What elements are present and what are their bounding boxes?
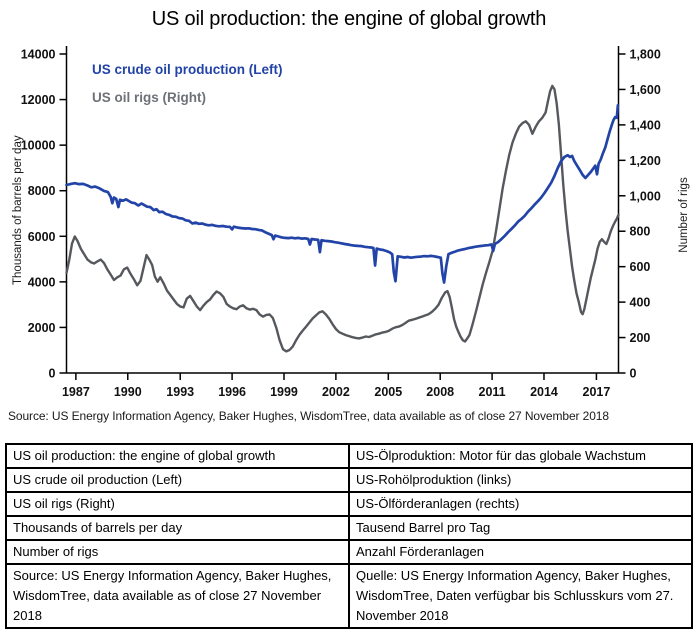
table-cell-en: Thousands of barrels per day [5, 515, 350, 541]
right-axis-tick-label: 1,800 [630, 48, 661, 62]
left-axis-tick-label: 2000 [28, 321, 56, 335]
table-row: US oil production: the engine of global … [5, 443, 693, 469]
x-axis-tick-label: 1993 [166, 385, 194, 399]
table-cell-en: US oil production: the engine of global … [5, 443, 350, 469]
legend-crude-oil-production: US crude oil production (Left) [92, 62, 283, 77]
left-axis-tick-label: 6000 [28, 230, 56, 244]
x-axis-tick-label: 2017 [583, 385, 611, 399]
table-cell-de: US-Ölproduktion: Motor für das globale W… [348, 443, 693, 469]
left-axis-tick-label: 4000 [28, 275, 56, 289]
left-axis-tick-label: 8000 [28, 184, 56, 198]
right-axis-tick-label: 1,400 [630, 118, 661, 132]
x-axis-tick-label: 1996 [218, 385, 246, 399]
table-cell-en: Number of rigs [5, 539, 350, 565]
table-row: Number of rigs Anzahl Förderanlagen [5, 539, 693, 565]
x-axis-tick-label: 2008 [426, 385, 454, 399]
table-cell-en: US crude oil production (Left) [5, 467, 350, 493]
table-row: US crude oil production (Left) US-Rohölp… [5, 467, 693, 493]
right-axis-tick-label: 800 [630, 225, 651, 239]
table-row: US oil rigs (Right) US-Ölförderanlagen (… [5, 491, 693, 517]
left-axis-tick-label: 0 [49, 367, 56, 381]
right-axis-tick-label: 0 [630, 367, 637, 381]
x-axis-tick-label: 2005 [374, 385, 402, 399]
table-row: Source: US Energy Information Agency, Ba… [5, 563, 693, 629]
table-cell-de: Quelle: US Energy Information Agency, Ba… [348, 563, 693, 629]
x-axis-tick-label: 1990 [114, 385, 142, 399]
right-axis-tick-label: 200 [630, 331, 651, 345]
left-axis-tick-label: 10000 [21, 139, 56, 153]
table-row: Thousands of barrels per day Tausend Bar… [5, 515, 693, 541]
right-axis-tick-label: 1,600 [630, 83, 661, 97]
left-axis-tick-label: 12000 [21, 93, 56, 107]
table-cell-de: Tausend Barrel pro Tag [348, 515, 693, 541]
table-cell-de: US-Rohölproduktion (links) [348, 467, 693, 493]
x-axis-tick-label: 2014 [530, 385, 558, 399]
x-axis-tick-label: 2002 [322, 385, 350, 399]
right-axis-tick-label: 1,000 [630, 189, 661, 203]
chart-title: US oil production: the engine of global … [151, 8, 547, 30]
x-axis-tick-label: 1999 [270, 385, 298, 399]
legend-oil-rigs: US oil rigs (Right) [92, 90, 206, 105]
translation-table: US oil production: the engine of global … [5, 443, 693, 629]
series-line [65, 84, 620, 353]
x-axis-tick-label: 2011 [479, 385, 506, 399]
left-y-axis-title: Thousands of barrels per day [12, 135, 24, 285]
series-line [65, 103, 620, 284]
left-axis-tick-label: 14000 [21, 48, 56, 62]
right-axis-tick-label: 400 [630, 296, 651, 310]
table-cell-de: US-Ölförderanlagen (rechts) [348, 491, 693, 517]
production-rigs-line-chart: 140001200010000800060004000200001,8001,6… [21, 46, 661, 399]
chart-area: US oil production: the engine of global … [12, 8, 690, 399]
x-axis-tick-label: 1987 [62, 385, 90, 399]
right-y-axis-title: Number of rigs [678, 177, 690, 253]
table-cell-en: US oil rigs (Right) [5, 491, 350, 517]
right-axis-tick-label: 600 [630, 260, 651, 274]
table-cell-de: Anzahl Förderanlagen [348, 539, 693, 565]
source-note: Source: US Energy Information Agency, Ba… [8, 409, 609, 423]
right-axis-tick-label: 1,200 [630, 154, 661, 168]
table-cell-en: Source: US Energy Information Agency, Ba… [5, 563, 350, 629]
